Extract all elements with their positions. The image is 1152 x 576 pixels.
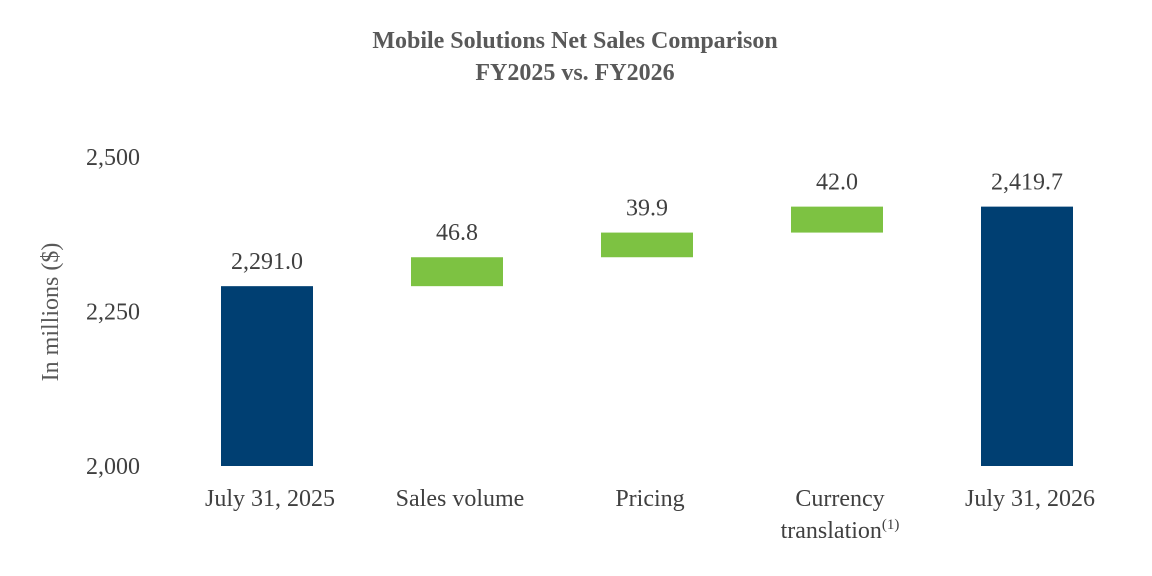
category-label: Currency [795,486,884,512]
category-label: Pricing [615,486,684,512]
data-label: 2,291.0 [231,249,303,275]
footnote-marker: (1) [882,517,900,533]
data-label: 42.0 [816,170,858,196]
chart-subtitle: FY2025 vs. FY2026 [475,60,674,86]
data-label: 39.9 [626,196,668,222]
data-label: 2,419.7 [991,170,1063,196]
y-tick-label: 2,000 [86,454,140,480]
y-tick-label: 2,250 [86,300,140,326]
increase-bar [791,206,883,233]
data-label: 46.8 [436,220,478,246]
category-label: July 31, 2025 [205,486,335,512]
increase-bar [411,257,503,287]
total-bar [981,206,1073,466]
y-tick-label: 2,500 [86,145,140,171]
bars [221,206,1073,466]
increase-bar [601,232,693,258]
category-label-line2: translation(1) [781,517,900,544]
y-axis-ticks: 2,000 2,250 2,500 [86,145,140,480]
x-axis-categories: July 31, 2025 Sales volume Pricing Currency… [205,486,1095,544]
y-axis-label: In millions ($) [38,243,64,382]
chart-title: Mobile Solutions Net Sales Comparison [372,28,777,54]
category-label-text: translation [781,518,882,544]
category-label: July 31, 2026 [965,486,1095,512]
category-label: Sales volume [396,486,525,512]
data-labels: 2,291.0 46.8 39.9 42.0 2,419.7 [231,170,1063,276]
total-bar [221,286,313,466]
